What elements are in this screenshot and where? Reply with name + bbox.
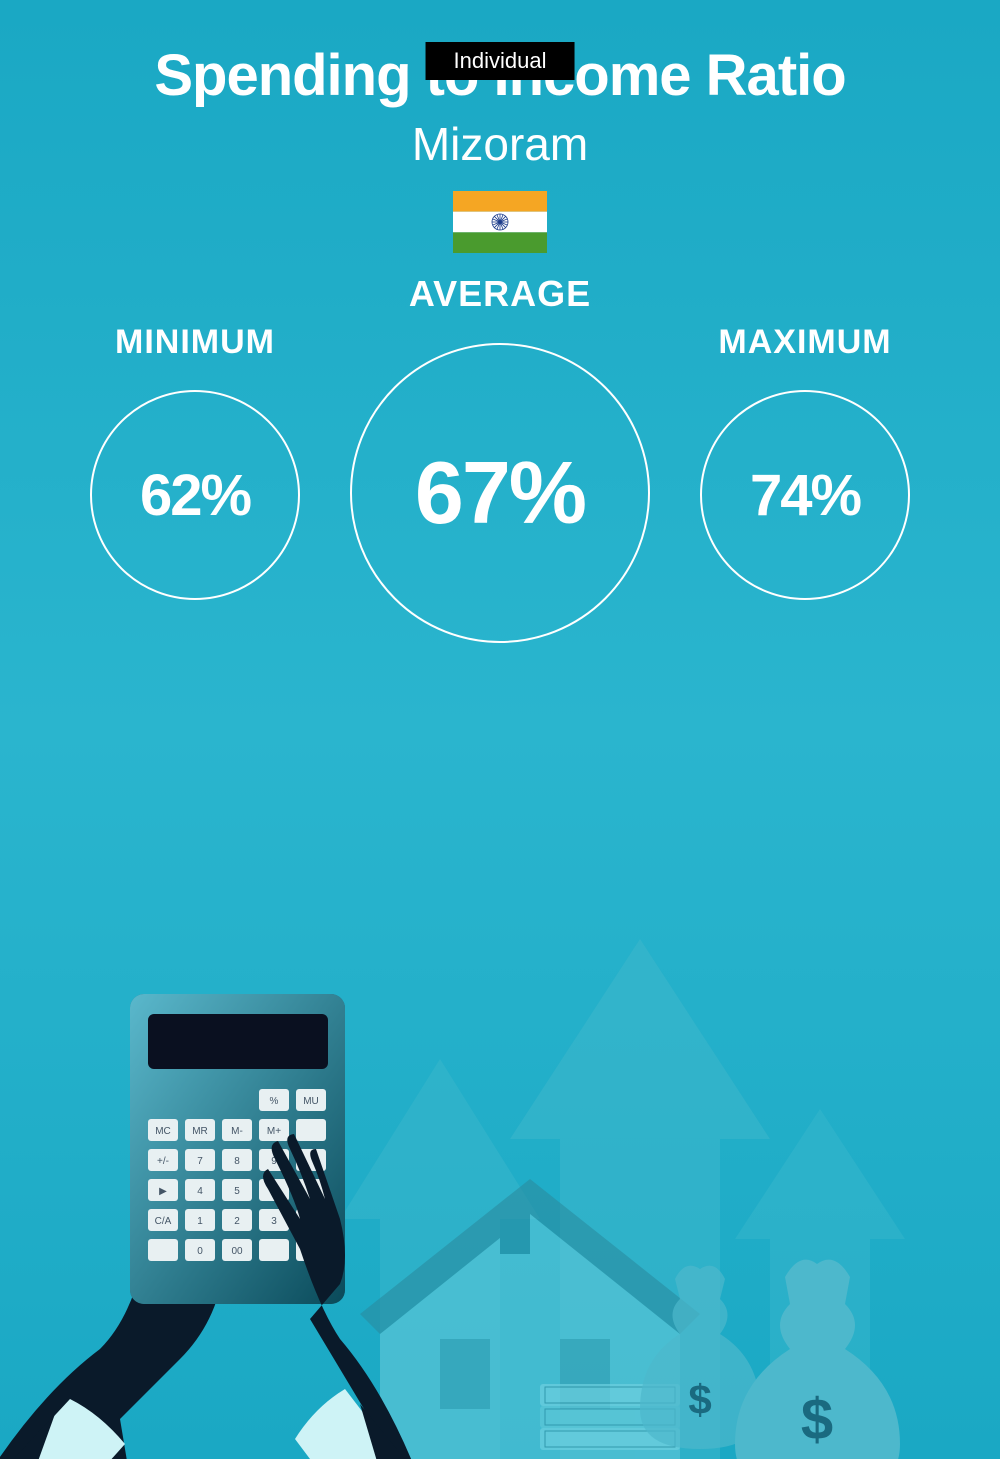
stat-average: AVERAGE 67%	[350, 323, 650, 643]
india-flag-icon	[453, 191, 547, 253]
svg-text:5: 5	[234, 1186, 240, 1197]
stats-container: MINIMUM 62% AVERAGE 67% MAXIMUM 74%	[0, 323, 1000, 643]
minimum-value: 62%	[140, 462, 250, 529]
maximum-value: 74%	[750, 462, 860, 529]
minimum-circle: 62%	[90, 390, 300, 600]
money-bag-icon: $	[735, 1260, 900, 1459]
svg-text:MU: MU	[303, 1096, 319, 1107]
svg-text:%: %	[270, 1096, 279, 1107]
svg-text:0: 0	[197, 1246, 203, 1257]
svg-text:MR: MR	[192, 1126, 208, 1137]
svg-text:2: 2	[234, 1216, 240, 1227]
region-subtitle: Mizoram	[0, 117, 1000, 171]
maximum-label: MAXIMUM	[718, 323, 891, 362]
svg-text:7: 7	[197, 1156, 203, 1167]
svg-text:3: 3	[271, 1216, 277, 1227]
minimum-label: MINIMUM	[115, 323, 275, 362]
svg-text:$: $	[801, 1387, 833, 1452]
svg-text:8: 8	[234, 1156, 240, 1167]
average-label: AVERAGE	[409, 273, 591, 315]
category-badge: Individual	[426, 42, 575, 80]
svg-text:MC: MC	[155, 1126, 171, 1137]
stat-maximum: MAXIMUM 74%	[700, 323, 910, 600]
average-value: 67%	[415, 442, 585, 544]
svg-text:C/A: C/A	[155, 1216, 172, 1227]
svg-text:M+: M+	[267, 1126, 281, 1137]
stat-minimum: MINIMUM 62%	[90, 323, 300, 600]
svg-text:00: 00	[231, 1246, 243, 1257]
svg-text:4: 4	[197, 1186, 203, 1197]
finance-illustration: $ $ MCMRM-M+ +/-789	[0, 839, 1000, 1459]
svg-text:1: 1	[197, 1216, 203, 1227]
svg-text:$: $	[688, 1376, 711, 1423]
svg-text:+/-: +/-	[157, 1156, 169, 1167]
maximum-circle: 74%	[700, 390, 910, 600]
average-circle: 67%	[350, 343, 650, 643]
svg-text:▶: ▶	[159, 1186, 167, 1197]
svg-text:M-: M-	[231, 1126, 243, 1137]
